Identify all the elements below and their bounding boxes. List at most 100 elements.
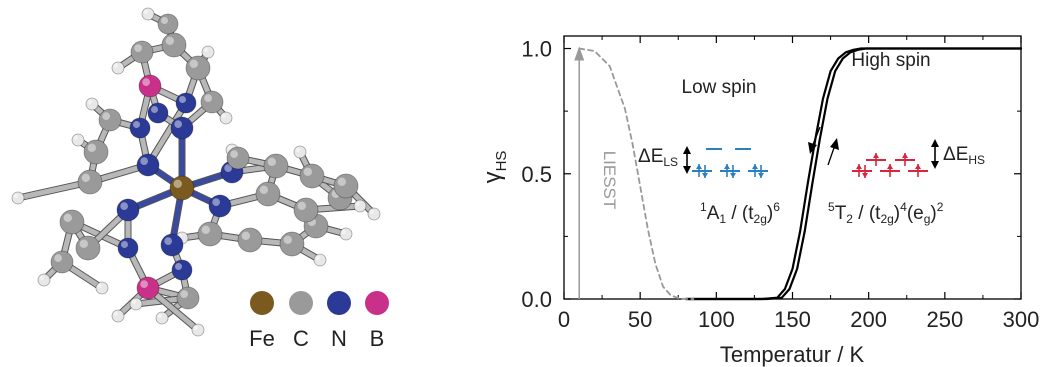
liesst-label: LIESST — [600, 151, 619, 210]
atom-c — [263, 153, 289, 179]
atom-b — [136, 276, 160, 300]
atom-highlight — [297, 201, 306, 210]
ls-state-part: ) — [767, 203, 773, 224]
atom-highlight — [341, 229, 346, 234]
low-spin-state-label: 1A1 / (t2g)6 — [700, 200, 780, 226]
atom-n — [208, 194, 232, 218]
hs-state-part: g — [924, 212, 931, 226]
atom-highlight — [81, 173, 91, 182]
delta-ls-main: ΔE — [638, 146, 663, 167]
atom-c — [157, 13, 179, 35]
ls-state-part: A — [707, 203, 720, 224]
atom-c — [75, 235, 101, 261]
plot-frame — [563, 35, 1022, 300]
x-tick-label: 300 — [1003, 307, 1040, 332]
liesst-arrow: LIESST — [574, 46, 619, 299]
atom-highlight — [13, 193, 18, 198]
hs-state-part: ) — [930, 203, 936, 224]
atom-fe — [169, 175, 195, 201]
atom-h — [367, 207, 381, 221]
atom-c — [83, 139, 109, 165]
atom-n — [160, 233, 184, 257]
atom-highlight — [179, 96, 186, 103]
x-axis-label: Temperatur / K — [720, 342, 865, 367]
atom-highlight — [180, 290, 188, 298]
atom-highlight — [303, 167, 312, 176]
delta-ls-sub: LS — [663, 155, 678, 169]
legend-c-sphere — [289, 291, 313, 315]
low-spin-orbital-diagram: ΔELS — [638, 146, 768, 178]
bond — [145, 100, 189, 168]
legend-c-label: C — [293, 326, 309, 351]
atom-h — [201, 45, 215, 59]
hs-state-part: T — [835, 203, 847, 224]
ls-electron-spins — [696, 164, 764, 178]
hs-state-part: 4 — [900, 200, 907, 214]
atom-c — [279, 231, 305, 257]
heating-arrow-head — [830, 138, 839, 150]
atom-h — [293, 145, 307, 159]
atom-highlight — [175, 263, 182, 270]
hs-state-part: 5 — [828, 200, 835, 214]
delta-ls-label: ΔELS — [638, 146, 678, 169]
atom-highlight — [241, 231, 250, 240]
hs-state-part: ) — [894, 203, 900, 224]
atom-highlight — [140, 280, 148, 288]
atom-h — [313, 253, 327, 267]
delta-ls-arrow-up-head — [683, 146, 691, 154]
atom-highlight — [267, 157, 276, 166]
hs-state-part: 2g — [880, 212, 893, 226]
atom-highlight — [369, 209, 374, 214]
atom-highlight — [221, 113, 226, 118]
y-axis-label-sub: HS — [493, 151, 510, 172]
atom-highlight — [161, 17, 168, 24]
delta-hs-arrow-up-head — [931, 139, 939, 147]
ls-state-part: 6 — [773, 200, 780, 214]
liesst-relaxation-curve — [578, 47, 695, 300]
atom-highlight — [193, 325, 198, 330]
atom-highlight — [120, 202, 128, 210]
atom-highlight — [337, 177, 346, 186]
atom-h — [111, 61, 125, 75]
atom-h — [353, 199, 367, 213]
x-axis-ticks: 0 50 100 150 200 250 300 — [558, 36, 1039, 332]
atom-h — [155, 311, 169, 325]
atom-highlight — [87, 143, 97, 152]
legend-n-label: N — [331, 326, 347, 351]
atom-h — [71, 133, 85, 147]
atom-h — [37, 273, 51, 287]
atom-highlight — [157, 313, 162, 318]
atom-highlight — [142, 78, 150, 86]
atom-c — [299, 163, 325, 189]
delta-hs-main: ΔE — [943, 144, 968, 165]
atom-h — [11, 191, 25, 205]
delta-hs-sub: HS — [968, 153, 985, 167]
x-tick-label: 200 — [850, 307, 887, 332]
x-tick-label: 250 — [926, 307, 963, 332]
atom-n — [175, 92, 197, 114]
atom-c — [200, 90, 224, 114]
bond — [15, 179, 93, 201]
atom-h — [191, 323, 205, 337]
atom-c — [197, 221, 223, 247]
atom-highlight — [165, 36, 174, 45]
hysteresis-branch-2 — [684, 47, 1023, 301]
atom-c — [161, 32, 187, 58]
atom-highlight — [113, 63, 118, 68]
atom-n — [147, 102, 169, 124]
atom-highlight — [201, 225, 210, 234]
atom-c — [237, 227, 263, 253]
atom-highlight — [173, 179, 182, 188]
atom-c — [98, 108, 122, 132]
atom-highlight — [259, 185, 268, 194]
cooling-arrow-head — [808, 142, 817, 154]
spin-arrow-head — [915, 164, 921, 169]
y-tick-label: 0.0 — [521, 287, 552, 312]
x-tick-label: 100 — [698, 307, 735, 332]
spin-arrow-head — [724, 164, 730, 169]
atom-highlight — [63, 213, 72, 222]
spin-arrow-head — [696, 164, 702, 169]
atom-h — [219, 111, 233, 125]
hysteresis-arrows — [808, 126, 839, 166]
cooling-arrow-line — [811, 126, 821, 148]
